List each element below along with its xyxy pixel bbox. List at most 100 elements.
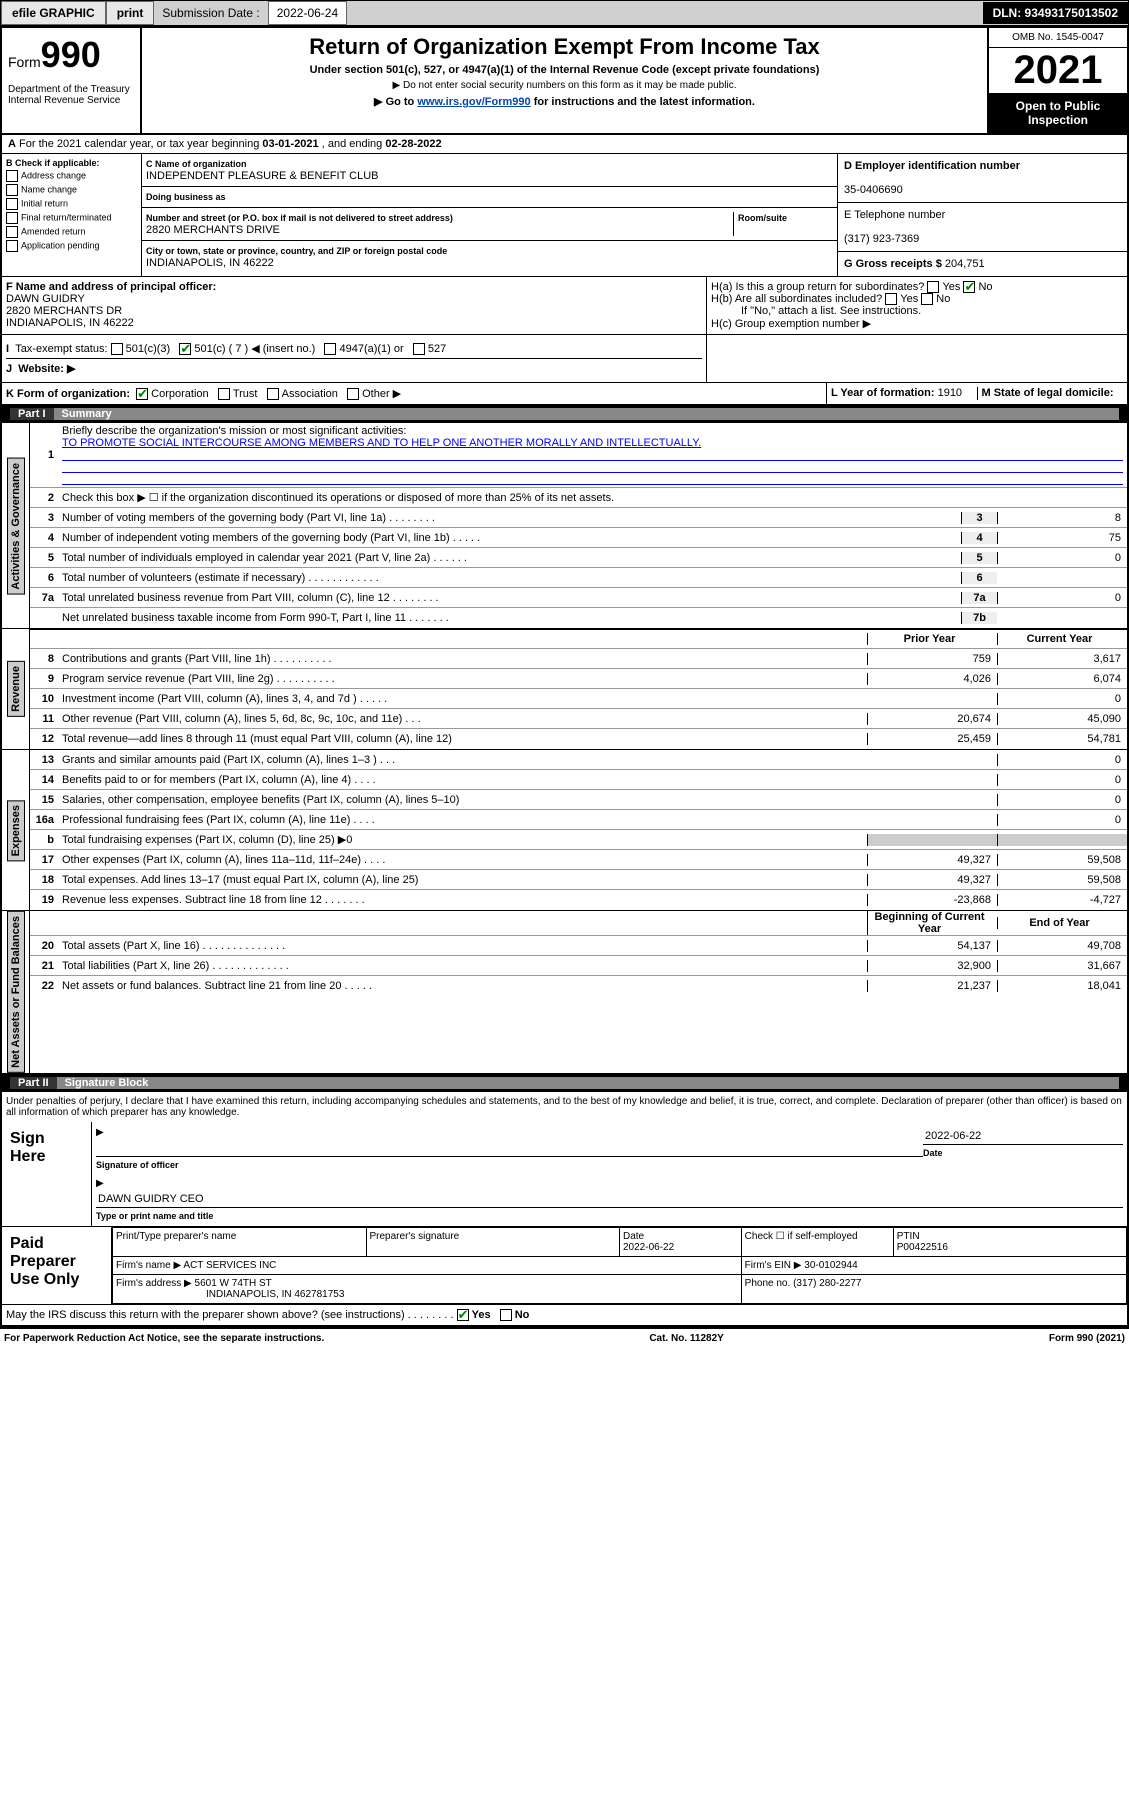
box-b-label: B Check if applicable: [6,158,100,168]
chk-501c[interactable] [179,343,191,355]
officer-name: DAWN GUIDRY [6,293,85,305]
room-label: Room/suite [738,213,787,223]
box-c: C Name of organization INDEPENDENT PLEAS… [142,154,837,276]
part1-label: Part I [10,408,54,420]
ptin-label: PTIN [897,1231,920,1242]
signature-date: 2022-06-22 [923,1128,1123,1145]
paid-preparer-row: Paid Preparer Use Only Print/Type prepar… [2,1227,1127,1305]
part2-label: Part II [10,1077,57,1089]
mission-label: Briefly describe the organization's miss… [62,425,406,437]
box-b: B Check if applicable: Address change Na… [2,154,142,276]
data-line: 11Other revenue (Part VIII, column (A), … [30,709,1127,729]
chk-other[interactable] [347,388,359,400]
dba-label: Doing business as [146,192,226,202]
firm-name: ACT SERVICES INC [183,1260,276,1271]
tab-netassets: Net Assets or Fund Balances [7,911,25,1073]
chk-initial-return[interactable]: Initial return [6,198,137,210]
hb-no[interactable] [921,293,933,305]
period-mid: , and ending [319,138,386,150]
data-line: 20Total assets (Part X, line 16) . . . .… [30,936,1127,956]
sign-here-row: Sign Here Signature of officer 2022-06-2… [2,1122,1127,1227]
efile-button[interactable]: efile GRAPHIC [1,1,106,25]
ha-label: H(a) Is this a group return for subordin… [711,281,924,293]
goto-prefix: ▶ Go to [374,96,417,108]
chk-address-change[interactable]: Address change [6,170,137,182]
ein-value: 35-0406690 [844,184,903,196]
box-h: H(a) Is this a group return for subordin… [707,277,1127,334]
paid-preparer-table: Print/Type preparer's name Preparer's si… [112,1227,1127,1304]
gov-line: Net unrelated business taxable income fr… [30,608,1127,628]
hb-label: H(b) Are all subordinates included? [711,293,882,305]
discuss-no[interactable] [500,1309,512,1321]
data-line: 21Total liabilities (Part X, line 26) . … [30,956,1127,976]
officer-addr1: 2820 MERCHANTS DR [6,305,122,317]
footer-form: Form 990 (2021) [1049,1333,1125,1344]
sign-here-label: Sign Here [2,1122,92,1226]
chk-trust[interactable] [218,388,230,400]
gov-line: 7aTotal unrelated business revenue from … [30,588,1127,608]
chk-association[interactable] [267,388,279,400]
org-name: INDEPENDENT PLEASURE & BENEFIT CLUB [146,170,379,182]
governance-section: Activities & Governance 1Briefly describ… [2,423,1127,629]
chk-name-change[interactable]: Name change [6,184,137,196]
line2-text: Check this box ▶ ☐ if the organization d… [58,489,1127,506]
part2-header: Part II Signature Block [2,1074,1127,1092]
part1-header: Part I Summary [2,405,1127,423]
mission-text: TO PROMOTE SOCIAL INTERCOURSE AMONG MEMB… [62,437,1123,449]
footer-left: For Paperwork Reduction Act Notice, see … [4,1333,324,1344]
print-button[interactable]: print [106,1,155,25]
phone-value: (317) 923-7369 [844,233,919,245]
firm-addr2: INDIANAPOLIS, IN 462781753 [116,1289,344,1300]
chk-501c3[interactable] [111,343,123,355]
tax-status-label: Tax-exempt status: [15,343,107,355]
submission-date: 2022-06-24 [268,1,347,25]
form-title: Return of Organization Exempt From Incom… [148,34,981,60]
officer-group-row: F Name and address of principal officer:… [2,277,1127,335]
preparer-name-label: Print/Type preparer's name [116,1231,236,1242]
data-line: bTotal fundraising expenses (Part IX, co… [30,830,1127,850]
firm-name-label: Firm's name ▶ [116,1260,181,1271]
page-footer: For Paperwork Reduction Act Notice, see … [0,1329,1129,1348]
chk-527[interactable] [413,343,425,355]
tax-period-row: A For the 2021 calendar year, or tax yea… [2,135,1127,154]
year-formation: 1910 [938,387,962,399]
period-prefix: For the 2021 calendar year, or tax year … [19,138,262,150]
signer-name-label: Type or print name and title [96,1211,213,1221]
hb-yes[interactable] [885,293,897,305]
preparer-sig-label: Preparer's signature [370,1231,460,1242]
irs-link[interactable]: www.irs.gov/Form990 [417,96,530,108]
chk-corporation[interactable] [136,388,148,400]
gross-value: 204,751 [945,258,985,270]
ha-yes[interactable] [927,281,939,293]
col-begin-year: Beginning of Current Year [867,911,997,935]
street-address: 2820 MERCHANTS DRIVE [146,224,280,236]
domicile-label: M State of legal domicile: [982,387,1114,399]
ein-label: D Employer identification number [844,160,1020,172]
data-line: 8Contributions and grants (Part VIII, li… [30,649,1127,669]
footer-catalog: Cat. No. 11282Y [649,1333,723,1344]
topbar: efile GRAPHIC print Submission Date : 20… [0,0,1129,26]
firm-addr-label: Firm's address ▶ [116,1278,192,1289]
col-end-year: End of Year [997,917,1127,929]
form-number: 990 [41,34,101,75]
gov-line: 5Total number of individuals employed in… [30,548,1127,568]
data-line: 22Net assets or fund balances. Subtract … [30,976,1127,996]
department-label: Department of the Treasury Internal Reve… [8,84,134,106]
chk-amended-return[interactable]: Amended return [6,226,137,238]
ha-no[interactable] [963,281,975,293]
form-org-label: K Form of organization: [6,388,130,400]
data-line: 15Salaries, other compensation, employee… [30,790,1127,810]
netassets-section: Net Assets or Fund Balances Beginning of… [2,911,1127,1074]
gross-label: G Gross receipts $ [844,258,942,270]
chk-4947[interactable] [324,343,336,355]
expenses-section: Expenses 13Grants and similar amounts pa… [2,750,1127,911]
chk-final-return[interactable]: Final return/terminated [6,212,137,224]
discuss-yes[interactable] [457,1309,469,1321]
chk-application-pending[interactable]: Application pending [6,240,137,252]
col-prior-year: Prior Year [867,633,997,645]
paid-preparer-label: Paid Preparer Use Only [2,1227,112,1304]
signer-name: DAWN GUIDRY CEO [96,1191,1123,1208]
discuss-text: May the IRS discuss this return with the… [6,1309,454,1321]
website-label: Website: ▶ [18,363,75,375]
discuss-row: May the IRS discuss this return with the… [2,1305,1127,1327]
